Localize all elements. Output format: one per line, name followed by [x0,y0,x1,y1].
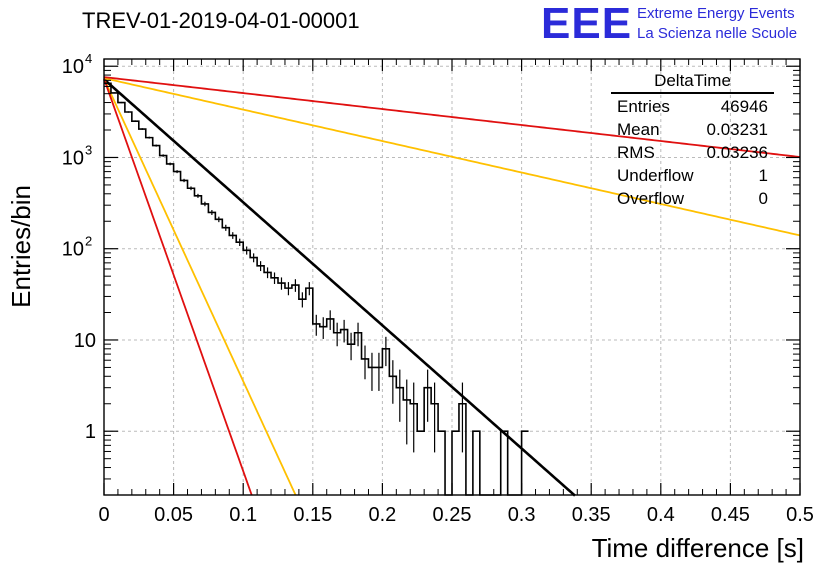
stats-value: 1 [758,166,768,185]
x-tick-label: 0.15 [293,504,332,526]
stats-row: Mean 0.03231 [611,118,774,141]
stats-row: Overflow 0 [611,187,774,210]
stats-row: RMS 0.03236 [611,141,774,164]
stats-label: Entries [617,97,670,116]
x-tick-label: 0.5 [786,504,814,526]
x-tick-label: 0.1 [229,504,257,526]
curve-series-1 [103,77,801,237]
chart-title: TREV-01-2019-04-01-00001 [82,8,360,33]
stats-value: 0.03231 [706,120,768,139]
stats-row: Entries 46946 [611,95,774,118]
y-tick-exponent: 2 [85,234,92,249]
stats-title: DeltaTime [611,70,774,94]
stats-value: 0 [758,189,768,208]
histogram-bars [104,82,529,496]
logo-line-2: La Scienza nelle Scuole [637,25,798,42]
curve-series-0 [103,78,576,497]
histogram-outline [104,82,529,496]
stats-value: 46946 [720,97,768,116]
x-tick-label: 0 [98,504,109,526]
stats-value: 0.03236 [706,143,768,162]
curve-series-4 [103,78,253,496]
eee-logo: EEE [541,0,633,48]
stats-label: Underflow [617,166,694,185]
y-tick-exponent: 4 [85,51,92,66]
y-tick-label: 10 [62,239,84,261]
x-tick-label: 0.2 [368,504,396,526]
stats-label: Overflow [617,189,685,208]
y-tick-exponent: 3 [85,142,92,157]
x-axis-label: Time difference [s] [591,533,804,563]
y-tick-label: 1 [85,421,96,443]
y-tick-label: 10 [62,56,84,78]
stats-row: Underflow 1 [611,164,774,187]
stats-label: Mean [617,120,660,139]
y-tick-label: 10 [74,330,96,352]
stats-box: DeltaTime Entries 46946 Mean 0.03231 RMS… [611,70,774,210]
x-tick-label: 0.3 [508,504,536,526]
x-tick-label: 0.05 [154,504,193,526]
fit-curves [103,76,801,497]
stats-label: RMS [617,143,655,162]
x-tick-label: 0.35 [572,504,611,526]
x-tick-label: 0.4 [647,504,675,526]
axes: 0 0.05 0.1 0.15 0.2 0.25 0.3 0.35 0.4 0.45 0.510 41… [62,51,814,526]
y-axis-label: Entries/bin [6,185,36,308]
x-tick-label: 0.45 [711,504,750,526]
curve-series-3 [103,78,297,496]
y-tick-label: 10 [62,147,84,169]
curve-series-2 [103,76,801,158]
x-tick-label: 0.25 [433,504,472,526]
logo-line-1: Extreme Energy Events [637,5,795,22]
